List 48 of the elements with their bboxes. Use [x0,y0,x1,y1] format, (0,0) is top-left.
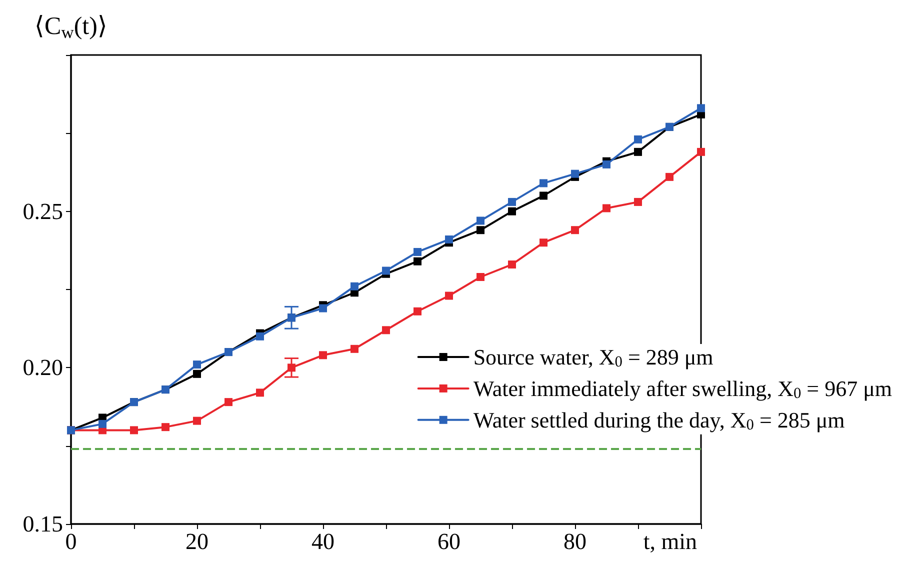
point [382,266,390,275]
point [540,179,548,188]
point [162,423,170,432]
point [634,135,642,144]
point [414,257,422,266]
point [571,170,579,178]
point [697,148,705,156]
point [193,370,201,378]
point [602,204,610,212]
point [602,160,610,168]
x-tick-label: 60 [438,529,460,554]
x-tick-label: 20 [186,529,208,554]
point [666,172,674,181]
point [634,198,642,206]
x-tick-label: 0 [65,529,77,554]
point [697,104,705,112]
point [224,398,232,406]
point [256,332,264,340]
point [445,292,453,300]
point [350,282,358,290]
point [540,192,548,200]
point [193,416,201,425]
point [350,344,358,353]
point [634,148,642,156]
y-tick-label: 0.15 [22,512,63,536]
point [256,388,264,397]
x-tick-label: 40 [312,529,334,554]
point [414,307,422,316]
point [571,226,579,234]
point [414,248,422,256]
point [319,304,327,312]
y-tick-label: 0.20 [22,355,63,380]
point [445,235,453,244]
point [540,238,548,247]
y-tick-label: 0.25 [22,198,63,224]
point [193,360,201,369]
point [130,426,138,434]
point [508,207,516,216]
x-tick-label: 80 [564,529,586,554]
point [319,351,327,360]
point [476,272,484,281]
point [476,226,484,234]
point [508,198,516,206]
point [476,216,484,225]
point [98,420,106,428]
point [508,260,516,268]
point [382,326,390,334]
x-axis-title: t, min [643,529,698,554]
